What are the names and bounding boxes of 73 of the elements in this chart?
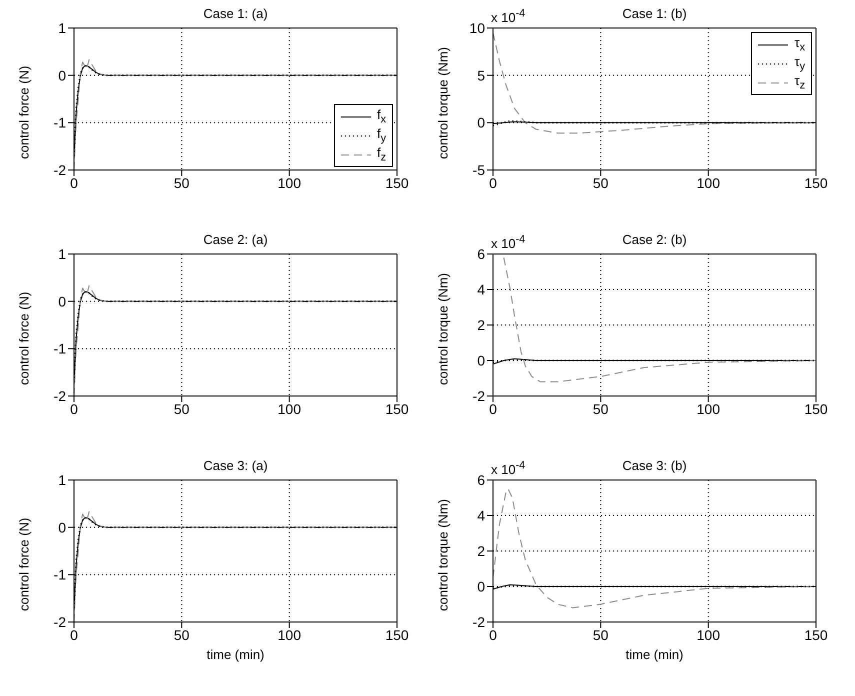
legend-label: f$_{z}$ <box>376 145 386 164</box>
x-tick-label: 0 <box>489 400 498 417</box>
x-tick-label: 150 <box>385 400 409 417</box>
y-axis-title: control force (N) <box>16 292 32 385</box>
x-tick-label: 0 <box>70 400 78 417</box>
y-tick-label: 1 <box>58 20 66 36</box>
y-tick-label: 0 <box>477 578 486 594</box>
x-tick-label: 50 <box>174 626 190 643</box>
y-tick-label: 0 <box>477 114 486 131</box>
x-axis-title: time (min) <box>626 647 684 662</box>
x-tick-label: 100 <box>278 626 302 643</box>
y-tick-label: 0 <box>58 293 66 310</box>
y-axis-title: control torque (Nm) <box>436 499 451 611</box>
y-tick-label: 2 <box>477 542 486 559</box>
y-tick-label: -2 <box>472 614 486 630</box>
y-axis-title: control torque (Nm) <box>436 273 451 385</box>
x-tick-label: 100 <box>278 174 302 191</box>
y-tick-label: 6 <box>477 246 486 262</box>
chart-title: Case 2: (a) <box>203 232 268 247</box>
y-tick-label: 2 <box>477 316 486 333</box>
x-tick-label: 150 <box>385 626 409 643</box>
legend-label: τ$_{y}$ <box>794 54 805 73</box>
x-axis-title: time (min) <box>206 647 264 662</box>
y-tick-label: 4 <box>477 281 486 298</box>
x-tick-label: 100 <box>696 626 720 643</box>
text: x 10$^{-4}$ <box>491 460 526 478</box>
x-tick-label: 150 <box>804 400 828 417</box>
legend-label: f$_{y}$ <box>376 126 386 145</box>
y-axis-title: control torque (Nm) <box>436 47 451 159</box>
x-tick-label: 0 <box>489 626 498 643</box>
y-tick-label: -2 <box>54 162 66 178</box>
chart-title: Case 3: (b) <box>622 458 687 473</box>
y-tick-label: 6 <box>477 472 486 488</box>
text: x 10$^{-4}$ <box>491 234 526 252</box>
x-tick-label: 100 <box>696 174 720 191</box>
chart-title: Case 3: (a) <box>203 458 268 473</box>
legend-label: τ$_{z}$ <box>794 73 805 92</box>
x-tick-label: 100 <box>696 400 720 417</box>
y-axis-title: control force (N) <box>16 66 32 159</box>
y-tick-label: 0 <box>58 519 66 536</box>
y-tick-label: -2 <box>472 388 486 404</box>
y-tick-label: -5 <box>472 162 486 178</box>
y-axis-title: control force (N) <box>16 518 32 611</box>
x-tick-label: 50 <box>592 174 609 191</box>
y-tick-label: 1 <box>58 246 66 262</box>
text: x 10$^{-4}$ <box>491 8 526 26</box>
x-tick-label: 50 <box>592 400 609 417</box>
legend-label: τ$_{x}$ <box>794 35 805 54</box>
x-tick-label: 50 <box>174 400 190 417</box>
y-tick-label: -1 <box>54 340 66 357</box>
y-tick-label: 1 <box>58 472 66 488</box>
x-tick-label: 50 <box>592 626 609 643</box>
chart-title: Case 1: (b) <box>622 6 687 21</box>
y-tick-label: 0 <box>477 352 486 368</box>
y-tick-label: 10 <box>469 20 486 36</box>
y-tick-label: 4 <box>477 507 486 524</box>
x-tick-label: 50 <box>174 174 190 191</box>
y-tick-label: -1 <box>54 114 66 131</box>
x-tick-label: 100 <box>278 400 302 417</box>
x-tick-label: 150 <box>804 174 828 191</box>
x-tick-label: 0 <box>70 174 78 191</box>
x-tick-label: 150 <box>804 626 828 643</box>
y-tick-label: -2 <box>54 614 66 630</box>
chart-title: Case 1: (a) <box>203 6 268 21</box>
y-tick-label: 0 <box>58 67 66 84</box>
chart-title: Case 2: (b) <box>622 232 687 247</box>
legend-label: f$_{x}$ <box>376 107 386 126</box>
y-tick-label: -2 <box>54 388 66 404</box>
y-tick-label: -1 <box>54 566 66 583</box>
x-tick-label: 150 <box>385 174 409 191</box>
x-tick-label: 0 <box>489 174 498 191</box>
x-tick-label: 0 <box>70 626 78 643</box>
y-tick-label: 5 <box>477 67 486 84</box>
